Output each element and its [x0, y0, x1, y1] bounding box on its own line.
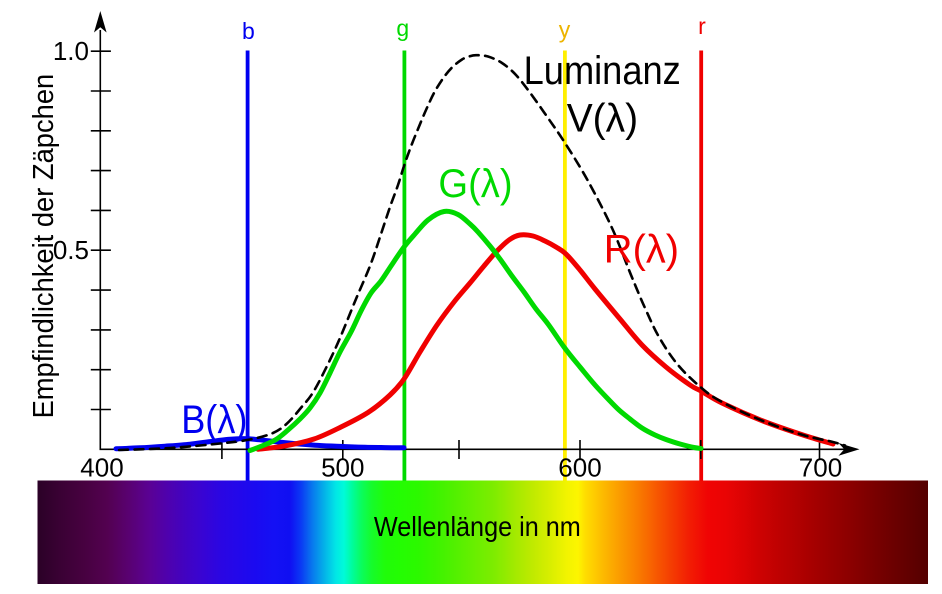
- svg-text:y: y: [559, 16, 571, 42]
- svg-text:700: 700: [799, 453, 842, 483]
- svg-text:G(λ): G(λ): [438, 162, 512, 206]
- svg-text:600: 600: [558, 453, 601, 483]
- svg-text:500: 500: [321, 453, 364, 483]
- svg-text:r: r: [698, 13, 706, 39]
- svg-text:400: 400: [80, 453, 123, 483]
- svg-text:b: b: [242, 18, 255, 44]
- svg-text:0.5: 0.5: [53, 235, 89, 265]
- svg-text:Luminanz: Luminanz: [524, 48, 681, 93]
- svg-text:B(λ): B(λ): [181, 398, 247, 442]
- svg-text:g: g: [396, 15, 409, 41]
- svg-text:1.0: 1.0: [53, 36, 89, 66]
- svg-text:Wellenlänge in nm: Wellenlänge in nm: [374, 511, 581, 543]
- svg-text:R(λ): R(λ): [604, 227, 679, 271]
- svg-text:V(λ): V(λ): [567, 96, 638, 141]
- svg-text:Empfindlichkeit der Zäpchen: Empfindlichkeit der Zäpchen: [26, 74, 59, 419]
